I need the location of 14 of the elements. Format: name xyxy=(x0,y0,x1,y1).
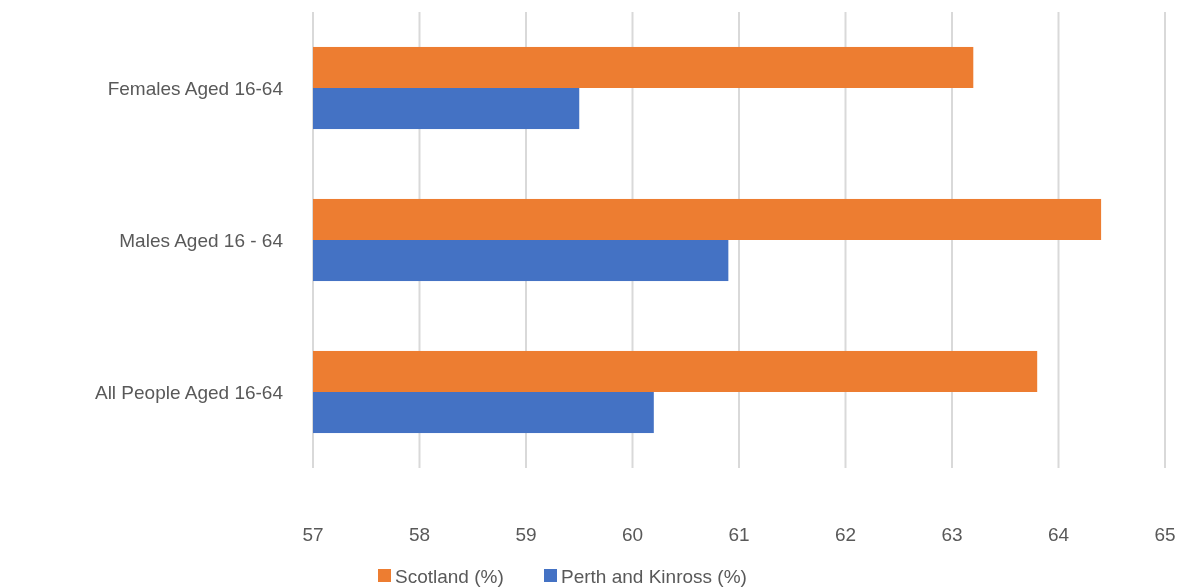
y-tick-label: Females Aged 16-64 xyxy=(107,77,284,99)
legend-label: Scotland (%) xyxy=(395,565,504,587)
legend-label: Perth and Kinross (%) xyxy=(561,565,747,587)
x-tick-label: 58 xyxy=(408,524,431,545)
x-tick-label: 64 xyxy=(1047,524,1070,545)
x-tick-label: 60 xyxy=(621,524,644,545)
x-tick-label: 65 xyxy=(1154,524,1176,545)
y-tick-label: Males Aged 16 - 64 xyxy=(119,229,284,251)
x-tick-label: 59 xyxy=(515,524,537,545)
x-tick-label: 57 xyxy=(302,524,324,545)
y-tick-label: All People Aged 16-64 xyxy=(94,381,284,403)
x-tick-label: 61 xyxy=(728,524,750,545)
x-tick-label: 63 xyxy=(941,524,963,545)
x-tick-label: 62 xyxy=(834,524,857,545)
